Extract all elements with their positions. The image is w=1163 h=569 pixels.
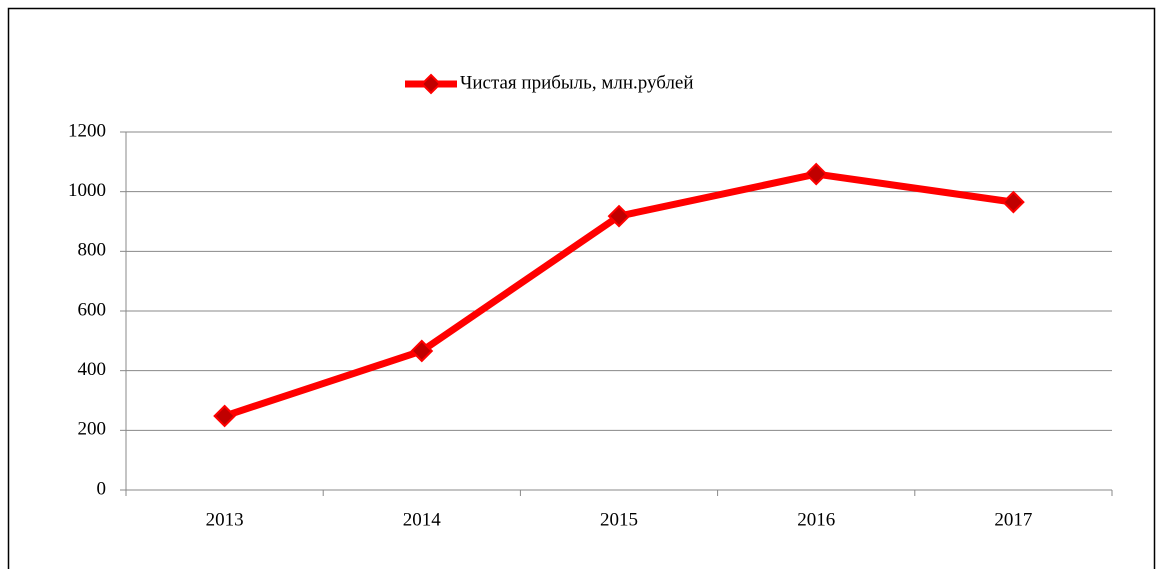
point-marker <box>410 339 434 363</box>
point-marker <box>607 204 631 228</box>
y-tick-label: 0 <box>97 478 107 499</box>
x-tick-label: 2014 <box>403 509 442 530</box>
y-tick-label: 800 <box>78 240 107 261</box>
x-tick-label: 2016 <box>797 509 835 530</box>
chart-frame <box>7 7 1156 569</box>
point-marker <box>804 162 828 186</box>
y-tick-label: 600 <box>78 299 107 320</box>
y-tick-label: 400 <box>78 359 107 380</box>
point-marker <box>213 404 237 428</box>
x-tick-label: 2015 <box>600 509 638 530</box>
y-tick-label: 1200 <box>68 120 106 141</box>
point-marker <box>1001 190 1025 214</box>
legend-marker <box>420 73 442 95</box>
x-tick-label: 2013 <box>206 509 244 530</box>
y-tick-label: 200 <box>78 419 107 440</box>
y-tick-label: 1000 <box>68 180 106 201</box>
legend-label: Чистая прибыль, млн.рублей <box>460 72 694 93</box>
x-tick-label: 2017 <box>994 509 1032 530</box>
